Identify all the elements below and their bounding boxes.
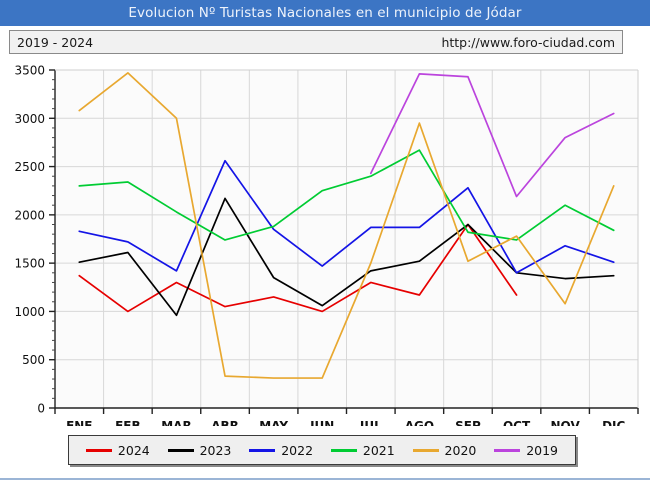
legend-item-2019[interactable]: 2019 [494,443,558,458]
series-line-2020 [78,72,615,379]
x-tick-label-ABR: ABR [211,419,239,426]
legend-swatch-2023 [167,448,194,452]
x-tick-label-NOV: NOV [551,419,581,426]
x-tick-label-MAY: MAY [259,419,288,426]
legend-label-2019: 2019 [526,442,559,458]
date-range-label: 2019 - 2024 [17,34,94,50]
x-tick-label-ENE: ENE [66,419,92,426]
y-tick-label: 500 [22,353,45,367]
legend-swatch-2022 [249,448,276,452]
x-tick-label-AGO: AGO [405,419,434,426]
series-line-2022 [78,159,615,274]
series-line-2019 [369,73,615,198]
x-tick-label-OCT: OCT [503,419,531,426]
series-line-2024 [78,223,518,313]
legend-item-2021[interactable]: 2021 [330,442,395,458]
legend-item-2020[interactable]: 2020 [412,442,477,458]
x-tick-label-JUL: JUL [359,419,382,426]
legend-item-2022[interactable]: 2022 [249,443,313,458]
legend-item-2024[interactable]: 2024 [85,442,150,458]
y-tick-label: 2500 [14,160,45,174]
legend-swatch-2024 [85,448,112,452]
legend-swatch-2021 [330,448,357,452]
legend-swatch-2019 [494,448,521,452]
y-tick-label: 2000 [14,208,45,222]
window-titlebar: Evolucion Nº Turistas Nacionales en el m… [0,0,650,26]
x-tick-label-FEB: FEB [115,419,141,426]
source-url-label: http://www.foro-ciudad.com [441,34,615,50]
subheader-bar: 2019 - 2024 http://www.foro-ciudad.com [9,30,623,54]
x-tick-label-MAR: MAR [161,419,191,426]
y-tick-label: 3000 [14,112,45,126]
y-tick-label: 0 [37,402,45,416]
page-title: Evolucion Nº Turistas Nacionales en el m… [128,5,522,21]
y-tick-label: 3500 [14,64,45,78]
legend-label-2022: 2022 [281,442,314,458]
legend-label-2020: 2020 [444,442,477,458]
y-tick-label: 1000 [14,305,45,319]
legend-swatch-2020 [412,448,439,452]
x-tick-label-DIC: DIC [602,419,625,426]
x-tick-label-SEP: SEP [455,419,481,426]
legend-item-2023[interactable]: 2023 [167,442,232,458]
series-line-2021 [78,149,615,241]
x-tick-label-JUN: JUN [309,419,334,426]
legend-label-2021: 2021 [362,442,395,458]
line-chart: 0 500 1000 1500 2000 2500 3000 3500 ENE FEB MAR ABR… [14,64,639,426]
chart-legend: 2024 2023 2022 2021 2020 2019 [68,435,576,465]
legend-label-2024: 2024 [117,442,150,458]
bottom-divider [0,478,650,480]
chart-plot-area: 0 500 1000 1500 2000 2500 3000 3500 ENE FEB MAR ABR… [0,56,650,426]
y-tick-label: 1500 [14,257,45,271]
series-line-2023 [78,197,615,317]
legend-label-2023: 2023 [199,442,232,458]
